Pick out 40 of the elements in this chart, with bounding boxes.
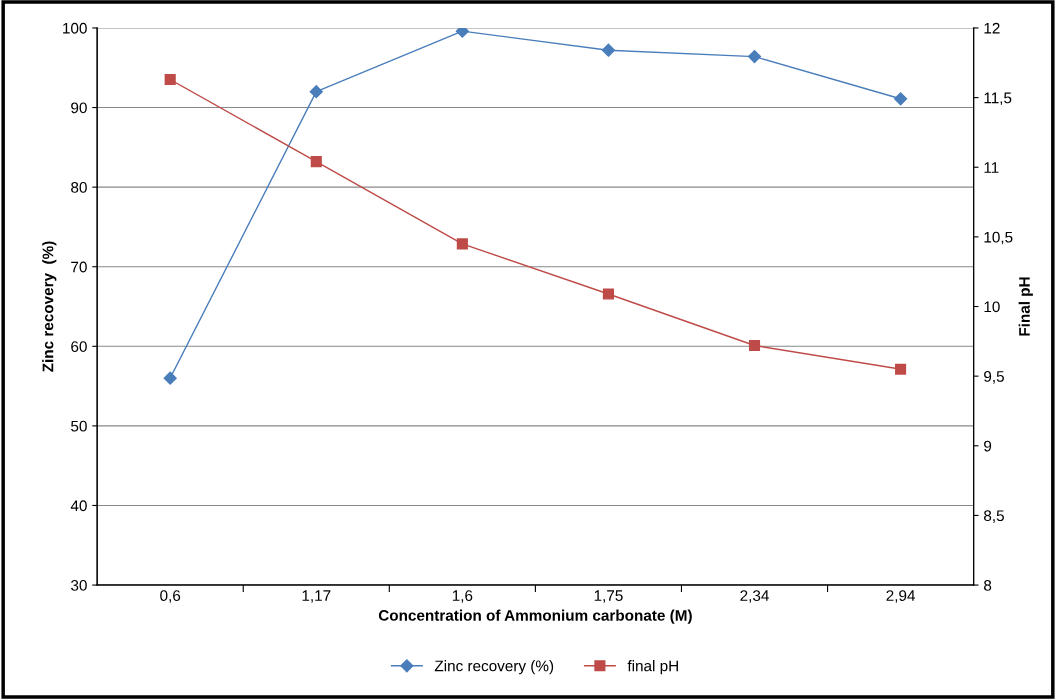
point — [309, 85, 323, 99]
legend-label: Zinc recovery (%) — [434, 660, 554, 675]
point — [894, 92, 908, 106]
legend-label: final pH — [627, 660, 678, 675]
y2-tick-label: 8,5 — [984, 510, 1004, 523]
x-tick-label: 0,6 — [160, 590, 181, 603]
y2-tick-label: 10,5 — [984, 231, 1013, 245]
x-tick-label: 2,94 — [886, 590, 916, 603]
point — [310, 156, 322, 168]
x-tick-label: 1,75 — [594, 590, 623, 603]
point — [455, 27, 469, 38]
y-tick-label: 90 — [71, 102, 87, 114]
y2-tick-label: 12 — [984, 22, 1000, 34]
y-tick-label: 50 — [71, 420, 87, 432]
y-tick-label: 40 — [70, 500, 87, 512]
point — [747, 50, 762, 64]
y2-tick-label: 9 — [984, 440, 992, 452]
y2-tick-label: 8 — [984, 579, 992, 591]
point — [164, 73, 176, 86]
y-tick-label: 60 — [71, 341, 87, 352]
y-tick-label: 70 — [71, 261, 87, 273]
y2-tick-label: 9,5 — [984, 371, 1004, 384]
y2-tick-label: 10 — [984, 301, 1000, 313]
point — [895, 363, 907, 375]
y-tick-label: 80 — [71, 182, 87, 193]
point — [602, 288, 614, 300]
point — [456, 238, 468, 250]
y-tick-label: 100 — [63, 22, 87, 34]
x-tick-label: 1,6 — [452, 590, 473, 603]
y2-tick-label: 11 — [984, 162, 999, 173]
y-tick-label: 30 — [71, 579, 87, 591]
x-tick-label: 2,34 — [740, 590, 769, 603]
y2-tick-label: 11,5 — [984, 92, 1012, 106]
point — [748, 339, 761, 352]
x-tick-label: 1,17 — [302, 590, 331, 603]
y-axis-title: Zinc recovery (%) — [42, 241, 57, 372]
y2-axis-title: Final pH — [1018, 277, 1033, 336]
x-axis-title: Concentration of Ammonium carbonate (M) — [378, 609, 692, 624]
point — [601, 43, 616, 57]
point — [163, 371, 177, 385]
